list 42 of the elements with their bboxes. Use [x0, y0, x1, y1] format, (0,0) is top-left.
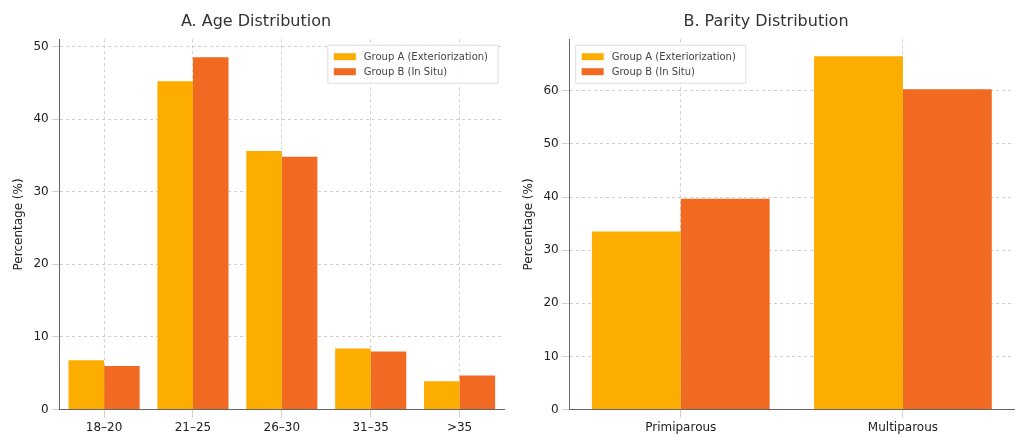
- bar: [246, 151, 282, 410]
- legend-label: Group A (Exteriorization): [611, 50, 736, 62]
- x-tick-label: 18–20: [85, 419, 123, 434]
- bar: [902, 89, 992, 410]
- bar: [680, 198, 770, 410]
- bar: [591, 231, 681, 410]
- bar: [281, 156, 318, 410]
- bar: [335, 348, 371, 410]
- bar: [192, 57, 229, 410]
- x-tick-label: 31–35: [352, 419, 389, 434]
- bar: [68, 360, 105, 410]
- y-tick-label: 40: [543, 189, 559, 204]
- x-tick-label: 21–25: [174, 419, 212, 434]
- y-tick-label: 10: [33, 329, 49, 344]
- bar: [157, 81, 193, 410]
- chart-title: A. Age Distribution: [180, 10, 332, 30]
- x-tick-label: Multiparous: [867, 419, 938, 434]
- y-axis-title: Percentage (%): [521, 178, 536, 271]
- y-tick-label: 30: [33, 183, 49, 198]
- y-tick-label: 50: [33, 38, 49, 53]
- bar: [459, 375, 496, 410]
- bar: [104, 366, 140, 410]
- y-tick-label: 0: [551, 401, 559, 416]
- bar: [370, 351, 407, 410]
- y-axis-title: Percentage (%): [11, 178, 26, 271]
- y-tick-label: 10: [543, 348, 559, 363]
- legend-label: Group B (In Situ): [611, 65, 696, 77]
- y-tick-label: 0: [41, 401, 49, 416]
- y-tick-label: 20: [33, 256, 49, 271]
- chart-title: B. Parity Distribution: [683, 10, 849, 30]
- bar: [424, 381, 460, 410]
- legend-label: Group A (Exteriorization): [363, 50, 489, 62]
- x-tick-label: 26–30: [263, 419, 301, 434]
- y-tick-label: 30: [543, 242, 559, 257]
- bar: [814, 56, 903, 410]
- y-tick-label: 40: [33, 111, 49, 126]
- y-tick-label: 50: [543, 136, 559, 151]
- legend-label: Group B (In Situ): [363, 65, 448, 77]
- y-tick-label: 60: [543, 82, 559, 97]
- y-tick-label: 20: [543, 295, 559, 310]
- x-tick-label: Primiparous: [645, 419, 717, 434]
- x-tick-label: >35: [446, 419, 473, 434]
